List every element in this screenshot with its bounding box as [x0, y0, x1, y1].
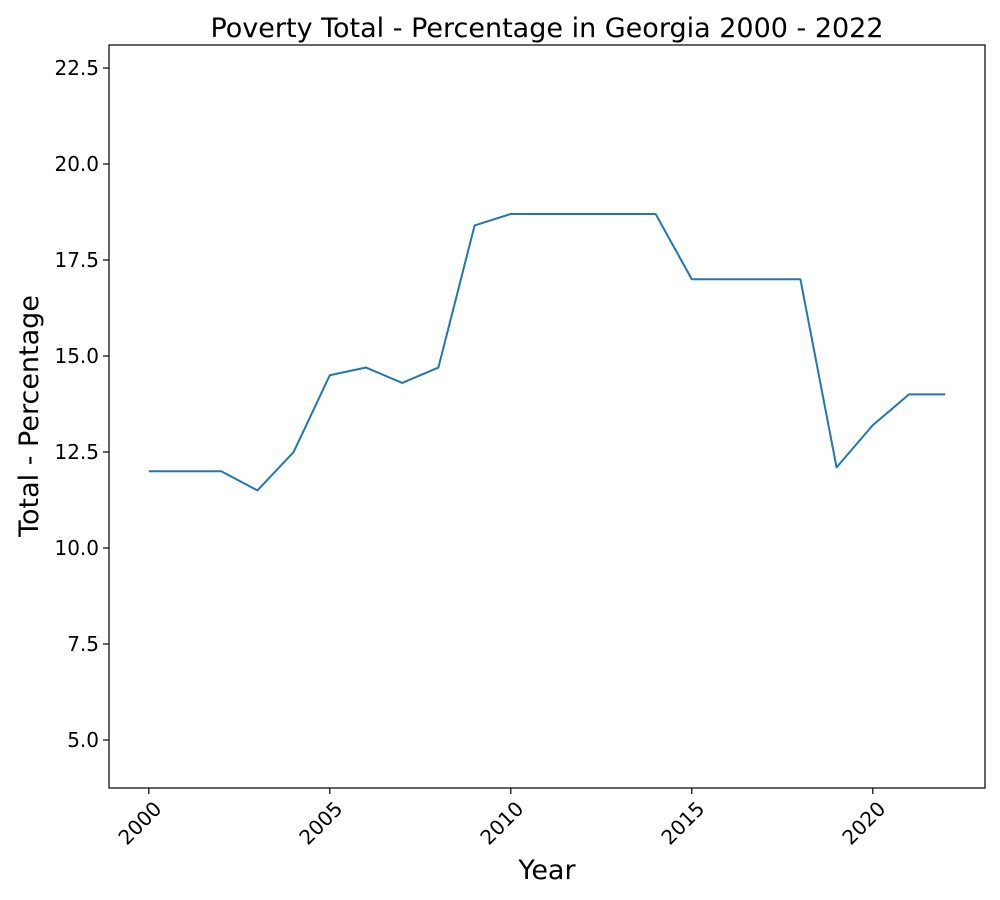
y-tick-label: 12.5	[54, 440, 99, 464]
data-point	[473, 223, 477, 227]
data-point	[943, 392, 947, 396]
y-tick-label: 17.5	[54, 248, 99, 272]
y-tick-label: 10.0	[54, 536, 99, 560]
x-tick-label: 2010	[475, 797, 528, 850]
data-point	[147, 469, 151, 473]
x-tick-label: 2020	[837, 797, 890, 850]
data-point	[581, 212, 585, 216]
x-axis-label: Year	[517, 855, 576, 886]
chart-title: Poverty Total - Percentage in Georgia 20…	[210, 13, 883, 44]
y-tick-label: 22.5	[54, 56, 99, 80]
y-tick-label: 7.5	[67, 632, 99, 656]
x-tick-label: 2015	[656, 797, 709, 850]
data-point	[654, 212, 658, 216]
data-point	[617, 212, 621, 216]
y-axis-label: Total - Percentage	[14, 295, 45, 538]
data-point	[328, 373, 332, 377]
data-point	[871, 423, 875, 427]
data-point	[907, 392, 911, 396]
x-tick-label: 2000	[113, 797, 166, 850]
data-point	[762, 277, 766, 281]
data-point	[183, 469, 187, 473]
data-point	[690, 277, 694, 281]
y-tick-label: 20.0	[54, 152, 99, 176]
y-tick-label: 5.0	[67, 728, 99, 752]
plot-frame	[108, 44, 986, 789]
data-point	[726, 277, 730, 281]
x-tick-label: 2005	[294, 797, 347, 850]
data-point	[509, 212, 513, 216]
data-point	[292, 450, 296, 454]
series-group	[147, 212, 947, 492]
data-point	[436, 366, 440, 370]
data-point	[400, 381, 404, 385]
y-axis: 5.0 7.5 10.0 12.5 15.0 17.5 20.0 22.5	[54, 56, 109, 752]
data-point	[798, 277, 802, 281]
data-point	[255, 488, 259, 492]
data-point	[545, 212, 549, 216]
x-axis: 2000 2005 2010 2015 2020	[113, 788, 890, 850]
data-point	[219, 469, 223, 473]
series-line	[148, 212, 946, 492]
y-tick-label: 15.0	[54, 344, 99, 368]
data-point	[364, 366, 368, 370]
data-point	[835, 465, 839, 469]
